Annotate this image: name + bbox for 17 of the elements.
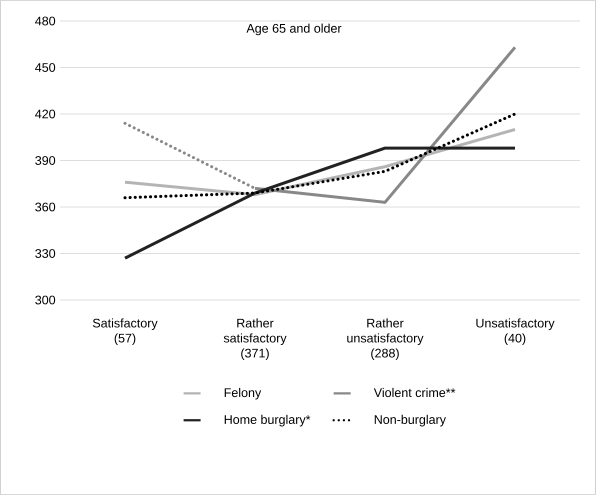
x-tick-label: Rather satisfactory (371): [224, 318, 287, 360]
x-tick-label: Unsatisfactory (40): [476, 318, 555, 346]
y-tick-label: 360: [35, 202, 56, 212]
y-tick-label: 420: [35, 110, 56, 118]
legend-label: Home burglary*: [224, 414, 310, 426]
y-tick-label: 480: [35, 16, 56, 26]
legend-label: Violent crime**: [374, 388, 456, 398]
y-tick-label: 330: [35, 249, 56, 258]
chart-title: Age 65 and older: [246, 24, 342, 36]
line-series: [124, 112, 517, 200]
legend-label: Non-burglary: [374, 414, 446, 426]
y-tick-label: 450: [35, 63, 56, 72]
y-tick-label: 300: [35, 296, 56, 304]
x-tick-label: Rather unsatisfactory (288): [347, 318, 424, 360]
x-tick-label: Satisfactory (57): [92, 318, 158, 346]
y-tick-label: 390: [35, 156, 56, 165]
legend-label: Felony: [224, 388, 262, 400]
